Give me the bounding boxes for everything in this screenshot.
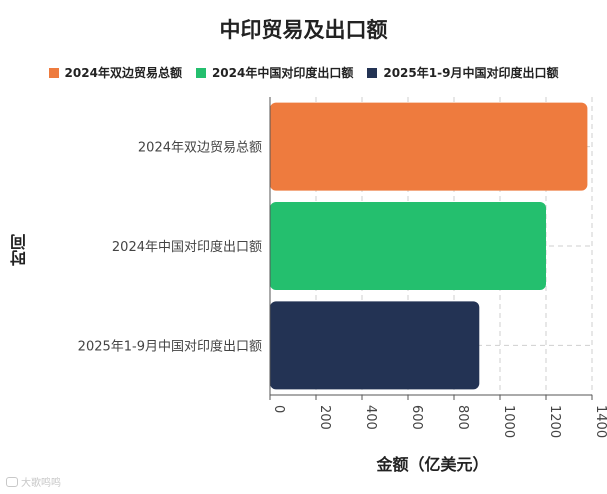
category-label: 2024年双边贸易总额: [138, 141, 262, 156]
x-tick-label: 600: [409, 405, 424, 430]
legend-swatch: [367, 67, 378, 78]
legend-item: 2024年双边贸易总额: [48, 64, 182, 81]
x-tick-label: 1000: [501, 405, 516, 438]
watermark-text: 大歌鸣鸣: [21, 478, 61, 489]
category-label: 2024年中国对印度出口额: [112, 239, 262, 255]
quote-bubble-icon: [6, 476, 18, 487]
legend-label: 2025年1-9月中国对印度出口额: [383, 66, 559, 80]
bar: [270, 202, 546, 290]
x-axis-title: 金额（亿美元）: [376, 455, 489, 474]
legend-label: 2024年中国对印度出口额: [211, 66, 354, 80]
legend-swatch: [195, 67, 206, 78]
x-tick-label: 200: [317, 405, 332, 430]
x-tick-label: 1400: [593, 405, 607, 438]
legend-item: 2024年中国对印度出口额: [195, 64, 354, 81]
legend-swatch: [48, 67, 59, 78]
bar: [270, 301, 480, 390]
legend: 2024年双边贸易总额 2024年中国对印度出口额 2025年1-9月中国对印度出口…: [0, 64, 607, 81]
bar: [270, 102, 588, 191]
chart-title: 中印贸易及出口额: [219, 18, 388, 42]
x-tick-label: 1200: [547, 405, 562, 438]
legend-label: 2024年双边贸易总额: [64, 66, 182, 80]
x-tick-label: 400: [363, 405, 378, 430]
x-tick-label: 800: [455, 405, 470, 430]
x-tick-label: 0: [271, 405, 286, 413]
watermark: 大歌鸣鸣: [6, 474, 61, 489]
category-label: 2025年1-9月中国对印度出口额: [78, 338, 262, 354]
legend-item: 2025年1-9月中国对印度出口额: [367, 64, 558, 81]
